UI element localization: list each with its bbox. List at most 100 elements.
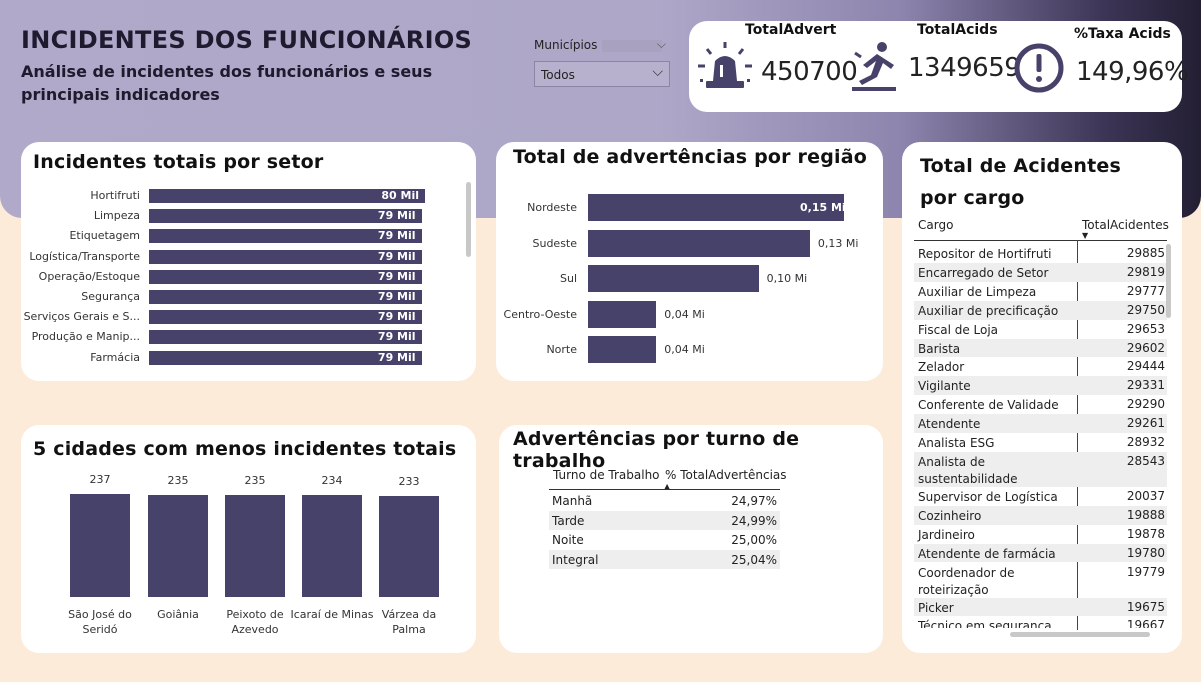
sector-value-label: 79 Mil <box>377 350 416 364</box>
region-bar[interactable] <box>588 229 810 257</box>
sector-bar[interactable]: 79 Mil <box>149 310 422 325</box>
sector-bar-row[interactable]: Serviços Gerais e S... 79 Mil <box>21 309 461 325</box>
region-bar-chart: Nordeste 0,15 Mi Sudeste 0,13 Mi Sul 0,10 Mi C… <box>496 194 883 374</box>
sector-bar[interactable]: 79 Mil <box>149 209 422 224</box>
city-column-bar[interactable] <box>302 495 362 597</box>
falling-person-icon <box>852 42 896 91</box>
job-table-row[interactable]: Zelador 29444 <box>914 357 1167 376</box>
sector-bar-row[interactable]: Segurança 79 Mil <box>21 289 461 305</box>
sector-chart-title: Incidentes totais por setor <box>33 151 324 173</box>
sector-bar[interactable]: 79 Mil <box>149 290 422 304</box>
sector-bar-row[interactable]: Operação/Estoque 79 Mil <box>21 269 461 285</box>
city-column-bar[interactable] <box>379 495 439 597</box>
sector-value-label: 79 Mil <box>377 269 416 283</box>
job-table-row[interactable]: Conferente de Validade 29290 <box>914 395 1167 414</box>
job-table-row[interactable]: Jardineiro 19878 <box>914 525 1167 544</box>
sector-bar[interactable]: 79 Mil <box>149 330 422 345</box>
sector-value-label: 79 Mil <box>377 290 416 303</box>
kpi-value-total-advert: 450700 <box>761 57 858 87</box>
shift-table-row[interactable]: Tarde 24,99% <box>549 510 780 530</box>
city-category-label: Goiânia <box>157 608 199 621</box>
kpi-label-total-acids: TotalAcids <box>917 22 998 38</box>
kpi-value-taxa-acids: 149,96% <box>1076 57 1189 87</box>
job-scrollbar-horizontal[interactable] <box>1010 632 1150 637</box>
municipios-selected-value: Todos <box>541 68 575 82</box>
job-table-row[interactable]: Cozinheiro 19888 <box>914 505 1167 525</box>
job-table-row[interactable]: Técnico em segurança do 19667 <box>914 616 1167 628</box>
sector-category-label: Limpeza <box>93 209 140 223</box>
job-scrollbar-vertical[interactable] <box>1166 244 1171 318</box>
chevron-down-icon[interactable]: ⌵ <box>656 37 666 51</box>
sort-desc-icon[interactable]: ▼ <box>1082 231 1089 240</box>
job-table-row[interactable]: Auxiliar de precificação 29750 <box>914 300 1167 320</box>
job-table-row[interactable]: Analista ESG 28932 <box>914 433 1167 452</box>
job-table-row[interactable]: Fiscal de Loja 29653 <box>914 320 1167 339</box>
region-category-label: Nordeste <box>527 201 577 214</box>
page-title: INCIDENTES DOS FUNCIONÁRIOS <box>21 26 473 54</box>
sector-bar[interactable]: 79 Mil <box>149 269 422 284</box>
sector-bar-row[interactable]: Farmácia 79 Mil <box>21 350 461 366</box>
job-table-row[interactable]: Repositor de Hortifruti 29885 <box>914 244 1167 263</box>
shift-percent-cell: 25,00% <box>731 533 777 548</box>
municipios-dropdown[interactable]: Todos ⌵ <box>534 61 670 87</box>
region-value-label: 0,15 Mi <box>800 201 846 214</box>
shift-table-row[interactable]: Integral 25,04% <box>549 549 780 569</box>
municipios-filter-header[interactable]: Municípios ⌵ <box>534 37 670 55</box>
sector-category-label: Produção e Manip... <box>31 330 140 344</box>
job-table-row[interactable]: Auxiliar de Limpeza 29777 <box>914 282 1167 301</box>
chevron-down-icon: ⌵ <box>652 64 663 80</box>
sector-bar-row[interactable]: Limpeza 79 Mil <box>21 208 461 224</box>
job-table-title: Total de Acidentes por cargo <box>920 155 1121 209</box>
sector-bar-row[interactable]: Logística/Transporte 79 Mil <box>21 249 461 265</box>
job-table-row[interactable]: Picker 19675 <box>914 597 1167 617</box>
shift-header-divider <box>549 489 780 490</box>
shift-table-title: Advertências por turno de trabalho <box>513 428 800 472</box>
sector-bar[interactable]: 79 Mil <box>149 350 422 365</box>
cargo-column-header[interactable]: Cargo <box>918 218 954 232</box>
shift-column-header[interactable]: Turno de Trabalho <box>553 468 660 482</box>
sector-bar-row[interactable]: Hortifruti 80 Mil <box>21 188 461 204</box>
job-table-row[interactable]: Atendente 29261 <box>914 414 1167 433</box>
job-total-cell: 29602 <box>1126 340 1165 355</box>
city-value-label: 235 <box>244 473 266 487</box>
shift-table-row[interactable]: Manhã 24,97% <box>549 491 780 510</box>
region-value-label: 0,10 Mi <box>766 272 808 285</box>
city-column-bar[interactable] <box>225 494 285 597</box>
region-bar[interactable] <box>588 194 844 221</box>
job-total-cell: 29290 <box>1126 397 1165 412</box>
job-name-cell: Atendente <box>918 417 981 432</box>
job-name-cell: Analista ESG <box>918 436 995 450</box>
job-name-cell: Zelador <box>918 360 965 375</box>
region-bar[interactable] <box>588 336 657 363</box>
exclamation-circle-icon <box>1014 43 1064 93</box>
sector-bar[interactable]: 80 Mil <box>149 189 425 203</box>
shift-name-cell: Manhã <box>552 494 593 508</box>
percent-column-header[interactable]: % TotalAdvertências <box>665 468 787 482</box>
sector-bar-row[interactable]: Etiquetagem 79 Mil <box>21 228 461 244</box>
total-column-header[interactable]: TotalAcidentes <box>1082 218 1169 232</box>
sector-bar[interactable]: 79 Mil <box>149 229 422 244</box>
job-table-row[interactable]: Atendente de farmácia 19780 <box>914 543 1167 563</box>
shift-name-cell: Tarde <box>552 513 585 528</box>
city-category-label: Várzea da Palma <box>381 608 437 636</box>
job-table-row[interactable]: Analista de sustentabilidade 28543 <box>914 451 1167 487</box>
job-table-row[interactable]: Vigilante 29331 <box>914 376 1167 396</box>
job-table-row[interactable]: Supervisor de Logística 20037 <box>914 487 1167 506</box>
job-total-cell: 19675 <box>1126 599 1165 614</box>
sector-bar[interactable]: 79 Mil <box>149 249 422 264</box>
shift-table-row[interactable]: Noite 25,00% <box>549 530 780 549</box>
job-table-row[interactable]: Barista 29602 <box>914 338 1167 358</box>
city-column-bar[interactable] <box>70 494 130 597</box>
job-table-row[interactable]: Encarregado de Setor 29819 <box>914 262 1167 282</box>
region-bar[interactable] <box>588 300 657 328</box>
sort-asc-icon[interactable]: ▲ <box>664 482 671 491</box>
job-total-cell: 19667 <box>1126 618 1165 629</box>
job-table-row[interactable]: Coordenador de roteirização 19779 <box>914 563 1167 598</box>
city-column-bar[interactable] <box>148 494 208 597</box>
filter-header-bar <box>602 40 662 52</box>
sector-bar-row[interactable]: Produção e Manip... 79 Mil <box>21 329 461 345</box>
job-total-cell: 28932 <box>1126 435 1165 449</box>
sector-scrollbar[interactable] <box>466 182 471 257</box>
job-table-card: Total de Acidentes por cargo <box>902 142 1182 653</box>
region-bar[interactable] <box>588 265 759 292</box>
